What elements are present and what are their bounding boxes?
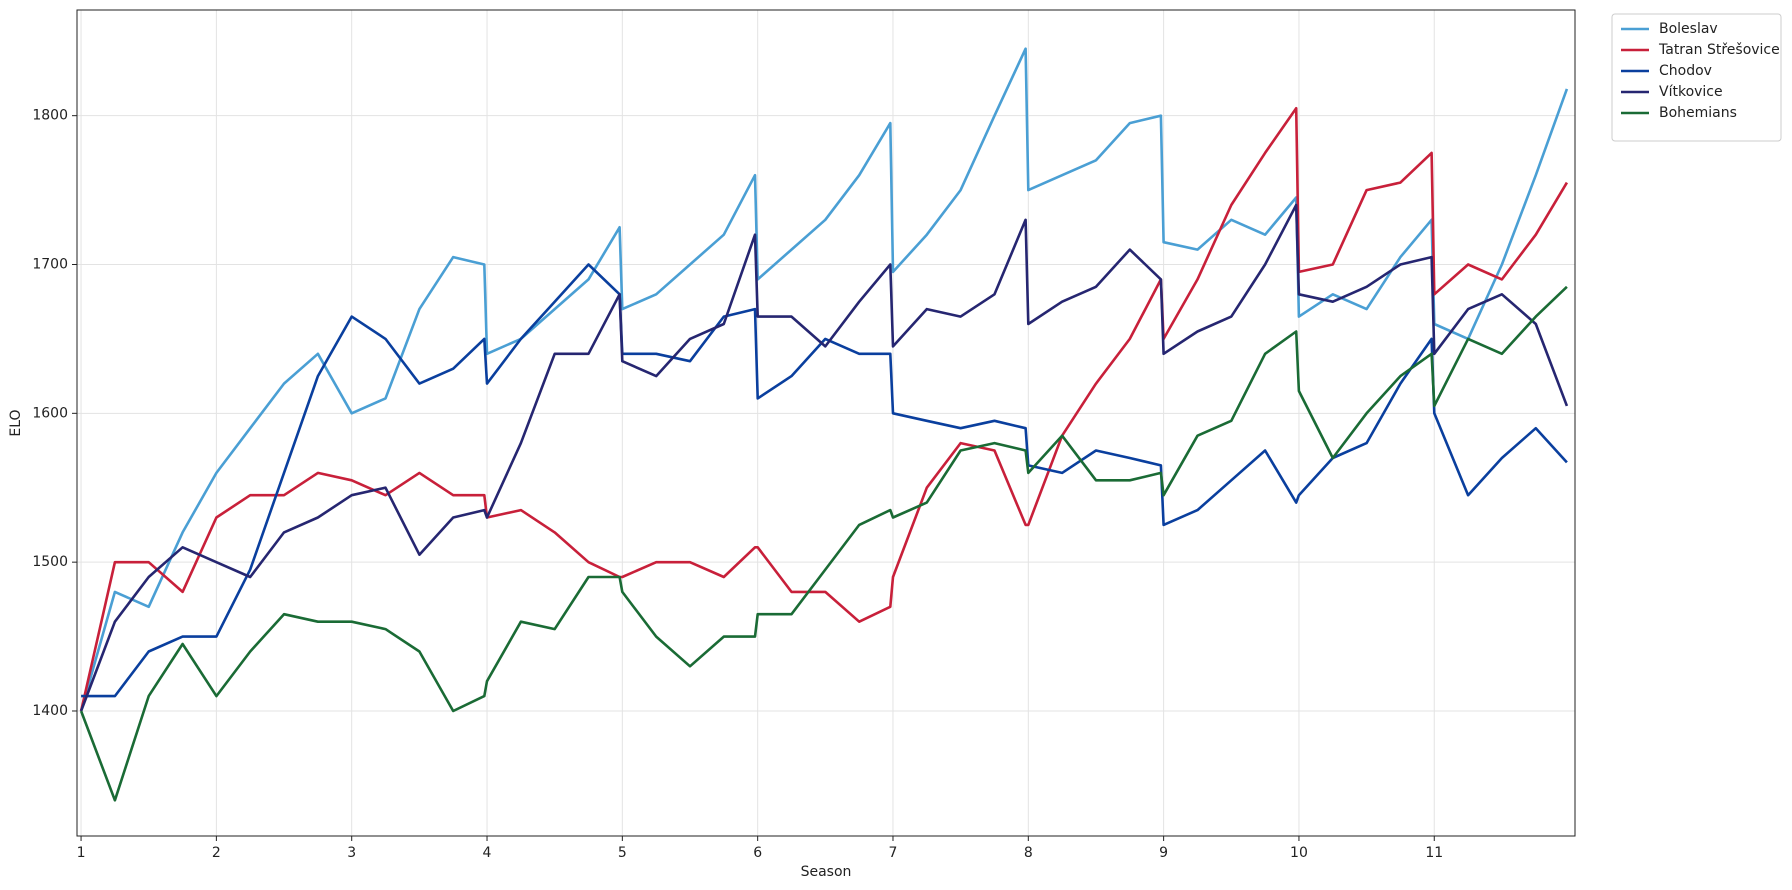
legend-label: Chodov — [1659, 63, 1712, 79]
y-tick-label: 1700 — [32, 256, 68, 272]
legend-label: Bohemians — [1659, 105, 1737, 121]
x-tick-label: 3 — [347, 845, 356, 861]
line-series — [79, 285, 1568, 802]
x-tick-label: 6 — [753, 845, 762, 861]
x-tick-label: 5 — [618, 845, 627, 861]
y-tick-label: 1500 — [32, 554, 68, 570]
plot-frame — [76, 9, 1576, 837]
x-tick-label: 8 — [1024, 845, 1033, 861]
x-axis-label: Season — [801, 864, 852, 880]
x-tick-label: 11 — [1425, 845, 1443, 861]
line-series — [79, 106, 1569, 712]
line-series — [81, 263, 1568, 698]
x-tick-label: 4 — [483, 845, 492, 861]
legend-label: Boleslav — [1659, 21, 1718, 37]
line-series — [79, 203, 1569, 712]
y-axis-label: ELO — [8, 409, 24, 436]
legend-label: Tatran Střešovice — [1658, 42, 1780, 58]
x-tick-label: 9 — [1159, 845, 1168, 861]
legend-box — [1611, 13, 1782, 142]
x-tick-label: 10 — [1290, 845, 1308, 861]
x-tick-label: 1 — [77, 845, 86, 861]
line-series — [79, 47, 1569, 712]
y-tick-label: 1400 — [32, 703, 68, 719]
x-tick-label: 7 — [889, 845, 898, 861]
y-tick-label: 1800 — [32, 108, 68, 124]
x-tick-label: 2 — [212, 845, 221, 861]
legend: Boleslav Tatran Střešovice Chodov Vítkovice… — [1611, 13, 1782, 142]
legend-label: Vítkovice — [1659, 84, 1723, 100]
y-tick-label: 1600 — [32, 405, 68, 421]
